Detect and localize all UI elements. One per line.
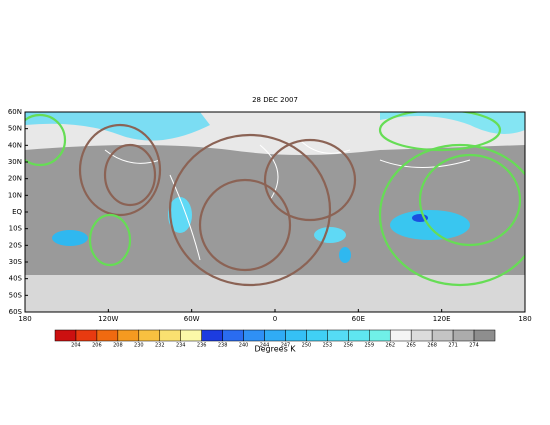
lon-label: 60W bbox=[184, 315, 200, 323]
colorbar-swatch bbox=[243, 329, 265, 342]
colorbar-label: 240 bbox=[239, 343, 249, 349]
colorbar-swatch bbox=[285, 329, 307, 342]
colorbar-label: 253 bbox=[323, 343, 333, 349]
colorbar-swatch bbox=[180, 329, 202, 342]
colorbar-label: 236 bbox=[197, 343, 207, 349]
lat-label: 10S bbox=[9, 225, 23, 233]
colorbar-label: 208 bbox=[113, 343, 123, 349]
colorbar-swatch bbox=[369, 329, 391, 342]
lat-label: 60N bbox=[8, 108, 22, 116]
colorbar-swatch bbox=[201, 329, 223, 342]
lat-label: 30S bbox=[9, 258, 23, 266]
colorbar-label: 268 bbox=[427, 343, 437, 349]
lat-label: 40N bbox=[8, 141, 22, 149]
lon-label: 180 bbox=[518, 315, 531, 323]
colorbar-swatch bbox=[54, 329, 77, 342]
lon-label: 180 bbox=[18, 315, 31, 323]
lat-label: 20N bbox=[8, 175, 22, 183]
lon-label: 0 bbox=[273, 315, 277, 323]
colorbar-label: 265 bbox=[406, 343, 416, 349]
title: 28 DEC 2007 bbox=[252, 96, 298, 104]
colorbar-label: 262 bbox=[385, 343, 395, 349]
colorbar-label: 230 bbox=[134, 343, 144, 349]
colorbar-swatch bbox=[264, 329, 286, 342]
lon-label: 60E bbox=[352, 315, 365, 323]
colorbar-label: 250 bbox=[302, 343, 312, 349]
colorbar-label: 234 bbox=[176, 343, 186, 349]
colorbar-label: 271 bbox=[448, 343, 458, 349]
colorbar-swatch bbox=[431, 329, 454, 342]
lat-label: 60S bbox=[9, 308, 23, 316]
lat-label: 50S bbox=[9, 291, 23, 299]
colorbar-swatch bbox=[138, 329, 161, 342]
lat-label: EQ bbox=[12, 208, 22, 216]
colorbar-swatch bbox=[410, 329, 433, 342]
colorbar-label: 244 bbox=[260, 343, 270, 349]
lat-label: 30N bbox=[8, 158, 22, 166]
colorbar-swatch bbox=[222, 329, 244, 342]
colorbar-swatch bbox=[159, 329, 181, 342]
colorbar-swatch bbox=[452, 329, 475, 342]
colorbar-swatch bbox=[75, 329, 98, 342]
colorbar-label: 204 bbox=[71, 343, 81, 349]
lat-label: 50N bbox=[8, 125, 22, 133]
colorbar-swatch bbox=[117, 329, 140, 342]
colorbar-label: 238 bbox=[218, 343, 228, 349]
colorbar-swatch bbox=[327, 329, 349, 342]
colorbar-swatch bbox=[306, 329, 328, 342]
colorbar-label: 232 bbox=[155, 343, 165, 349]
map-field bbox=[25, 112, 525, 312]
lat-label: 20S bbox=[9, 241, 23, 249]
lon-label: 120E bbox=[433, 315, 451, 323]
lat-label: 40S bbox=[9, 275, 23, 283]
colorbar-swatch bbox=[473, 329, 496, 342]
colorbar-swatch bbox=[389, 329, 412, 342]
colorbar-swatch bbox=[96, 329, 119, 342]
colorbar-swatch bbox=[348, 329, 370, 342]
colorbar-label: 256 bbox=[344, 343, 354, 349]
lon-label: 120W bbox=[98, 315, 118, 323]
colorbar-label: 247 bbox=[281, 343, 291, 349]
colorbar-label: 206 bbox=[92, 343, 102, 349]
colorbar-unit: Degrees K bbox=[254, 345, 296, 354]
lat-label: 10N bbox=[8, 191, 22, 199]
colorbar-label: 274 bbox=[469, 343, 479, 349]
colorbar-label: 259 bbox=[365, 343, 375, 349]
